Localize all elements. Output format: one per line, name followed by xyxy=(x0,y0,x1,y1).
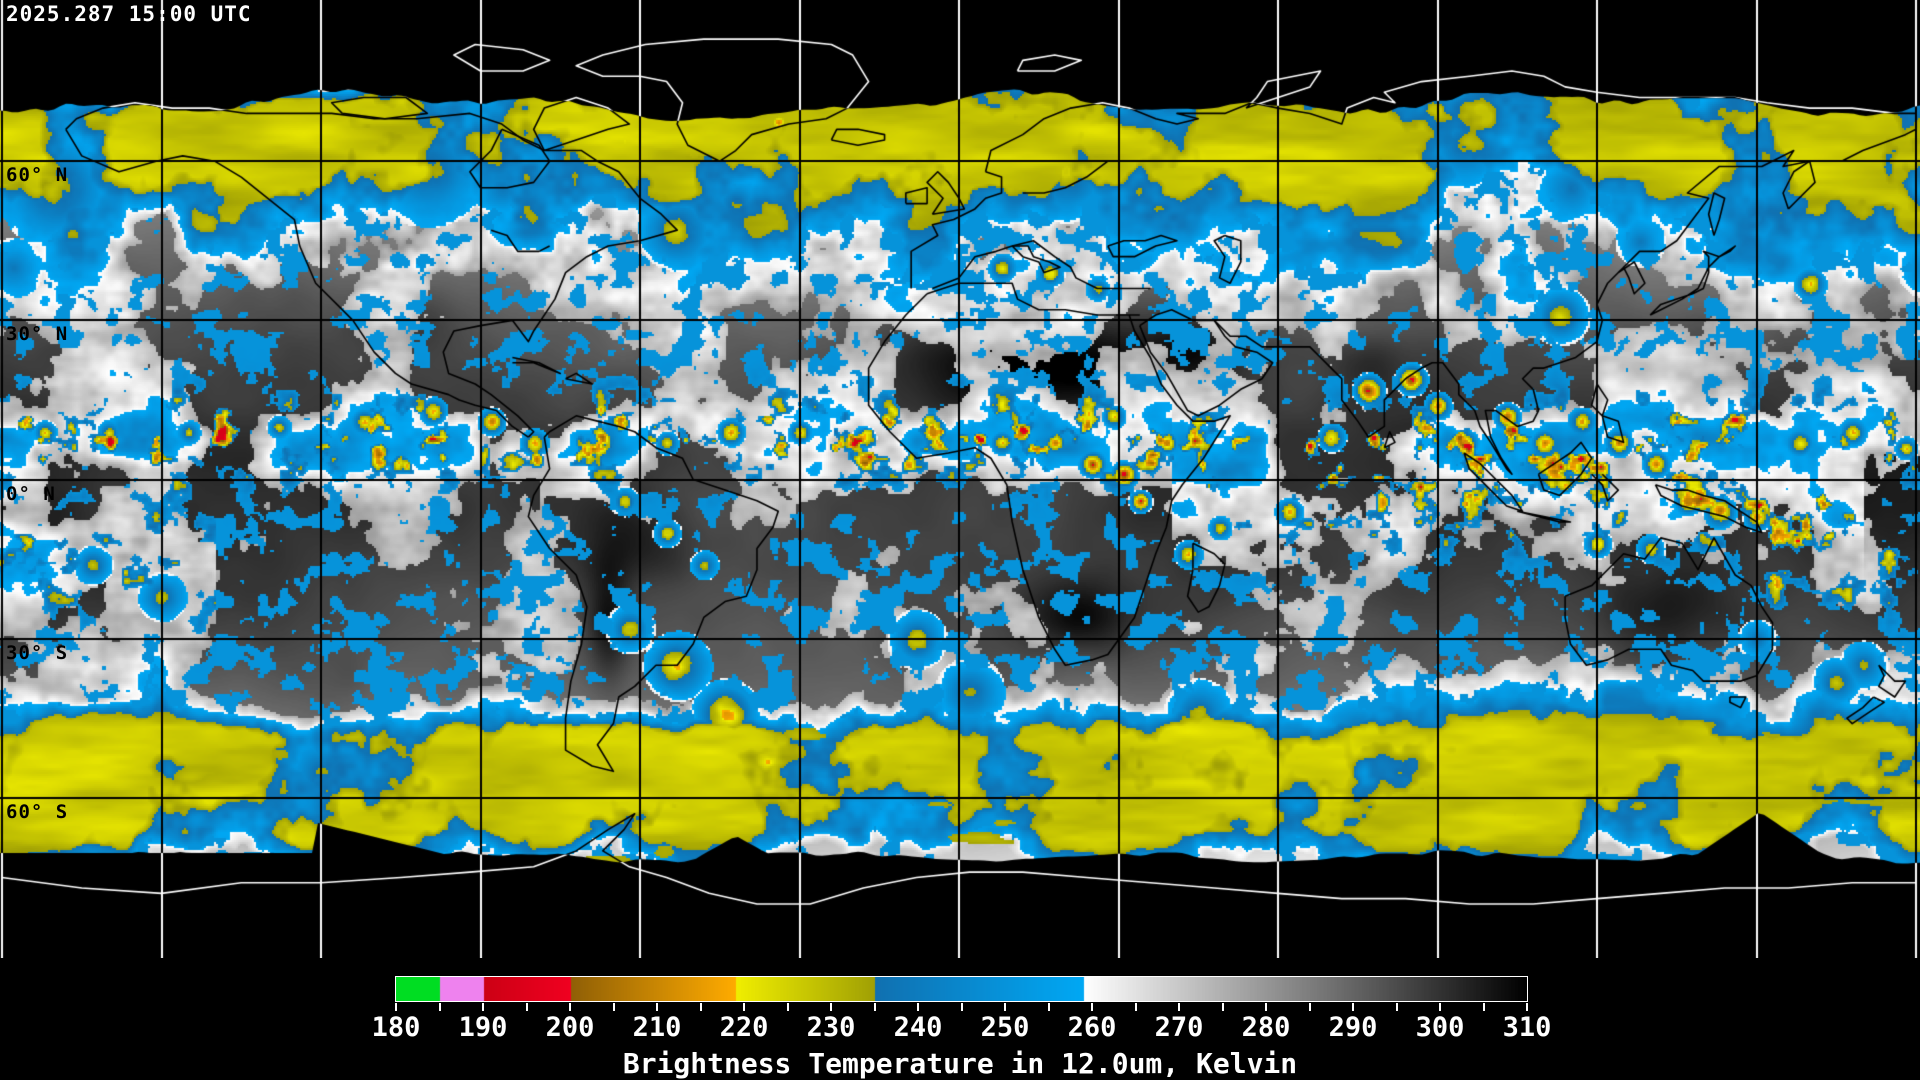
colorbar-tick xyxy=(700,1003,702,1011)
colorbar-tick xyxy=(1265,1003,1267,1011)
colorbar-tick-label: 190 xyxy=(458,1012,508,1043)
colorbar-tick-label: 270 xyxy=(1154,1012,1204,1043)
colorbar-tick xyxy=(1004,1003,1006,1011)
colorbar-tick xyxy=(874,1003,876,1011)
colorbar-tick-label: 180 xyxy=(371,1012,421,1043)
colorbar-tick xyxy=(1352,1003,1354,1011)
colorbar-tick xyxy=(830,1003,832,1011)
colorbar-tick-label: 280 xyxy=(1241,1012,1291,1043)
latitude-label: 60° S xyxy=(6,800,69,823)
colorbar-gradient xyxy=(396,977,1527,1001)
colorbar-tick xyxy=(1439,1003,1441,1011)
colorbar-tick xyxy=(1178,1003,1180,1011)
latitude-label: 30° S xyxy=(6,641,69,664)
colorbar-tick-label: 200 xyxy=(545,1012,595,1043)
colorbar-tick xyxy=(569,1003,571,1011)
colorbar-tick-label: 210 xyxy=(632,1012,682,1043)
colorbar-tick-label: 220 xyxy=(719,1012,769,1043)
satellite-map-canvas xyxy=(0,0,1920,958)
colorbar-tick xyxy=(787,1003,789,1011)
colorbar-tick xyxy=(961,1003,963,1011)
colorbar-tick xyxy=(656,1003,658,1011)
colorbar-tick xyxy=(1135,1003,1137,1011)
colorbar-title: Brightness Temperature in 12.0um, Kelvin xyxy=(622,1047,1298,1080)
colorbar-tick-label: 230 xyxy=(806,1012,856,1043)
colorbar-tick xyxy=(1048,1003,1050,1011)
colorbar-tick-label: 300 xyxy=(1415,1012,1465,1043)
colorbar-tick xyxy=(439,1003,441,1011)
colorbar-tick xyxy=(395,1003,397,1011)
colorbar-tick-label: 250 xyxy=(980,1012,1030,1043)
colorbar-tick-label: 310 xyxy=(1502,1012,1552,1043)
colorbar-tick-label: 260 xyxy=(1067,1012,1117,1043)
timestamp: 2025.287 15:00 UTC xyxy=(6,2,252,26)
colorbar-tick xyxy=(613,1003,615,1011)
colorbar-tick xyxy=(1222,1003,1224,1011)
colorbar xyxy=(395,976,1528,1002)
colorbar-tick xyxy=(482,1003,484,1011)
colorbar-tick xyxy=(917,1003,919,1011)
colorbar-tick xyxy=(526,1003,528,1011)
colorbar-tick xyxy=(743,1003,745,1011)
latitude-label: 60° N xyxy=(6,164,69,187)
colorbar-tick xyxy=(1483,1003,1485,1011)
colorbar-tick-label: 290 xyxy=(1328,1012,1378,1043)
colorbar-tick xyxy=(1526,1003,1528,1011)
colorbar-tick xyxy=(1396,1003,1398,1011)
colorbar-tick xyxy=(1091,1003,1093,1011)
latitude-label: 0° N xyxy=(6,482,56,505)
latitude-label: 30° N xyxy=(6,323,69,346)
colorbar-tick xyxy=(1309,1003,1311,1011)
colorbar-tick-label: 240 xyxy=(893,1012,943,1043)
